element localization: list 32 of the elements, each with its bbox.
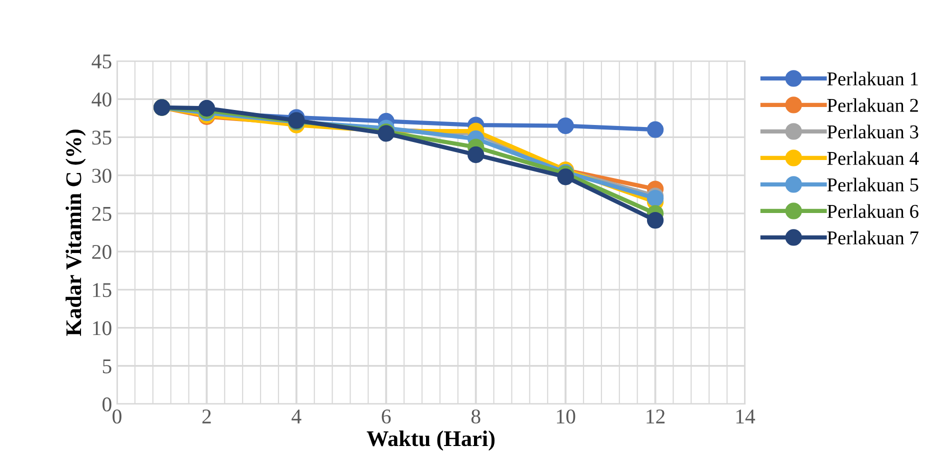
legend-label: Perlakuan 2 [827, 98, 918, 112]
x-tick-label: 8 [471, 409, 480, 424]
y-tick-label: 20 [92, 244, 112, 259]
legend-label: Perlakuan 1 [827, 72, 918, 86]
point [646, 212, 664, 229]
x-tick-label: 0 [112, 409, 122, 424]
y-axis-title: Kadar Vitamin C (%) [66, 130, 86, 336]
x-tick-label: 6 [382, 410, 391, 424]
y-tick-label: 0 [102, 397, 112, 412]
y-tick-label: 15 [93, 283, 112, 298]
x-tick-label: 12 [646, 410, 665, 424]
point [468, 146, 484, 164]
y-tick-label: 30 [92, 168, 112, 183]
x-tick-label: 4 [292, 410, 302, 424]
point [557, 117, 574, 134]
y-tick-label: 35 [92, 130, 112, 145]
x-axis-title: Waktu (Hari) [366, 430, 495, 451]
x-tick-label: 2 [202, 410, 211, 424]
y-tick-label: 5 [102, 359, 112, 374]
legend-label: Perlakuan 5 [827, 178, 918, 192]
legend-label: Perlakuan 6 [827, 204, 918, 218]
y-tick-label: 40 [92, 92, 112, 107]
y-tick-label: 10 [93, 321, 112, 336]
x-tick-label: 10 [556, 409, 576, 424]
legend-label: Perlakuan 3 [827, 124, 918, 138]
legend-label: Perlakuan 7 [827, 230, 918, 244]
y-tick-label: 25 [92, 206, 112, 221]
legend-label: Perlakuan 4 [827, 151, 919, 165]
y-tick-label: 45 [92, 54, 112, 68]
point [557, 168, 574, 186]
point [646, 121, 664, 138]
x-tick-label: 14 [736, 410, 756, 424]
